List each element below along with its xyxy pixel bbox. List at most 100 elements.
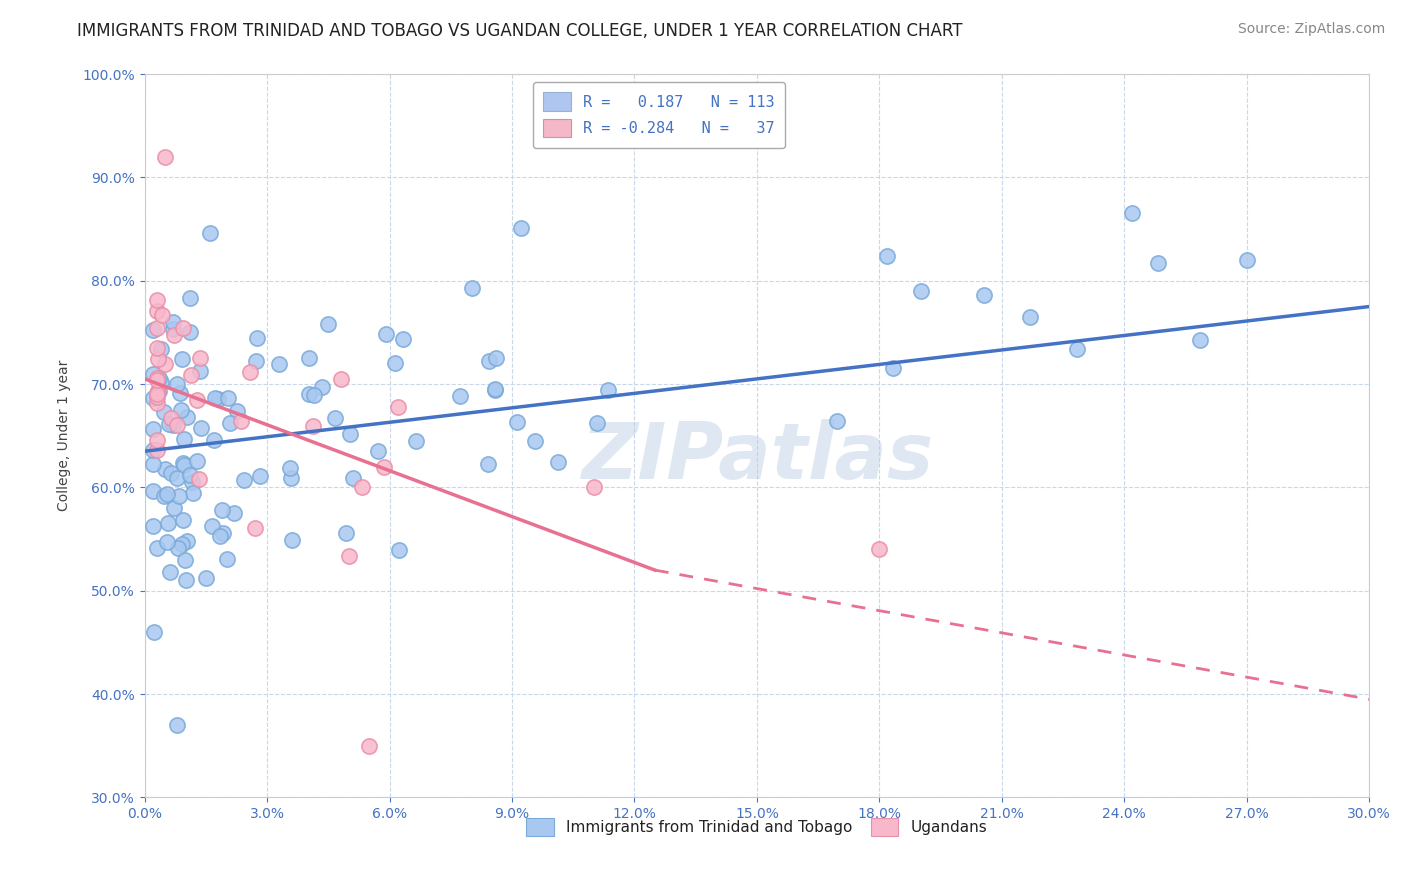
Point [195,571,218,585]
Point [163,327,186,342]
Point [323,411,346,425]
Point [201,518,224,533]
Point [150,343,173,357]
Point [146,304,169,318]
Point [245,354,267,368]
Point [142,484,165,499]
Point [152,404,174,418]
Point [149,376,172,390]
Point [367,443,389,458]
Point [388,543,411,558]
Legend: Immigrants from Trinidad and Tobago, Ugandans: Immigrants from Trinidad and Tobago, Uga… [519,810,995,844]
Point [176,409,198,424]
Point [157,417,180,432]
Point [484,382,506,396]
Point [163,501,186,516]
Point [159,411,181,425]
Point [506,415,529,429]
Point [142,442,165,457]
Point [298,351,321,365]
Point [179,291,201,305]
Point [148,384,170,398]
Point [155,357,177,371]
Point [278,461,301,475]
Point [146,321,169,335]
Point [249,468,271,483]
Point [174,553,197,567]
Point [155,462,177,476]
Point [202,433,225,447]
Point [1019,310,1042,324]
Point [1066,342,1088,356]
Point [392,333,415,347]
Point [142,368,165,382]
Point [172,321,194,335]
Point [153,490,176,504]
Point [176,533,198,548]
Point [387,401,409,415]
Point [1147,256,1170,270]
Point [449,388,471,402]
Point [204,391,226,405]
Point [159,566,181,580]
Point [156,516,179,530]
Point [374,327,396,342]
Point [188,364,211,378]
Point [179,325,201,339]
Point [337,549,360,563]
Point [146,293,169,308]
Point [181,486,204,500]
Point [461,281,484,295]
Point [311,380,333,394]
Point [142,624,165,639]
Point [207,392,229,407]
Point [335,525,357,540]
Point [162,417,184,432]
Point [1188,333,1211,347]
Point [146,387,169,401]
Point [188,351,211,365]
Text: Source: ZipAtlas.com: Source: ZipAtlas.com [1237,22,1385,37]
Text: ZIPatlas: ZIPatlas [581,419,934,495]
Point [190,420,212,434]
Point [582,480,605,494]
Point [167,541,190,555]
Point [485,351,508,365]
Point [267,357,290,371]
Point [142,519,165,533]
Point [596,383,619,397]
Point [316,318,339,332]
Point [146,384,169,399]
Point [373,460,395,475]
Point [142,422,165,436]
Point [304,388,326,402]
Text: IMMIGRANTS FROM TRINIDAD AND TOBAGO VS UGANDAN COLLEGE, UNDER 1 YEAR CORRELATION: IMMIGRANTS FROM TRINIDAD AND TOBAGO VS U… [77,22,963,40]
Point [297,387,319,401]
Point [156,487,179,501]
Point [166,376,188,391]
Point [172,456,194,470]
Point [243,521,266,535]
Point [1236,253,1258,268]
Point [477,457,499,471]
Point [153,150,176,164]
Point [160,466,183,480]
Point [162,322,184,336]
Point [166,471,188,485]
Point [910,284,932,298]
Point [172,351,194,366]
Point [224,506,246,520]
Point [170,537,193,551]
Point [186,453,208,467]
Point [547,455,569,469]
Point [146,351,169,366]
Point [876,249,898,263]
Point [166,718,188,732]
Point [146,541,169,555]
Point [209,529,232,543]
Point [166,417,188,432]
Point [239,365,262,379]
Point [330,372,353,386]
Point [246,331,269,345]
Point [173,432,195,446]
